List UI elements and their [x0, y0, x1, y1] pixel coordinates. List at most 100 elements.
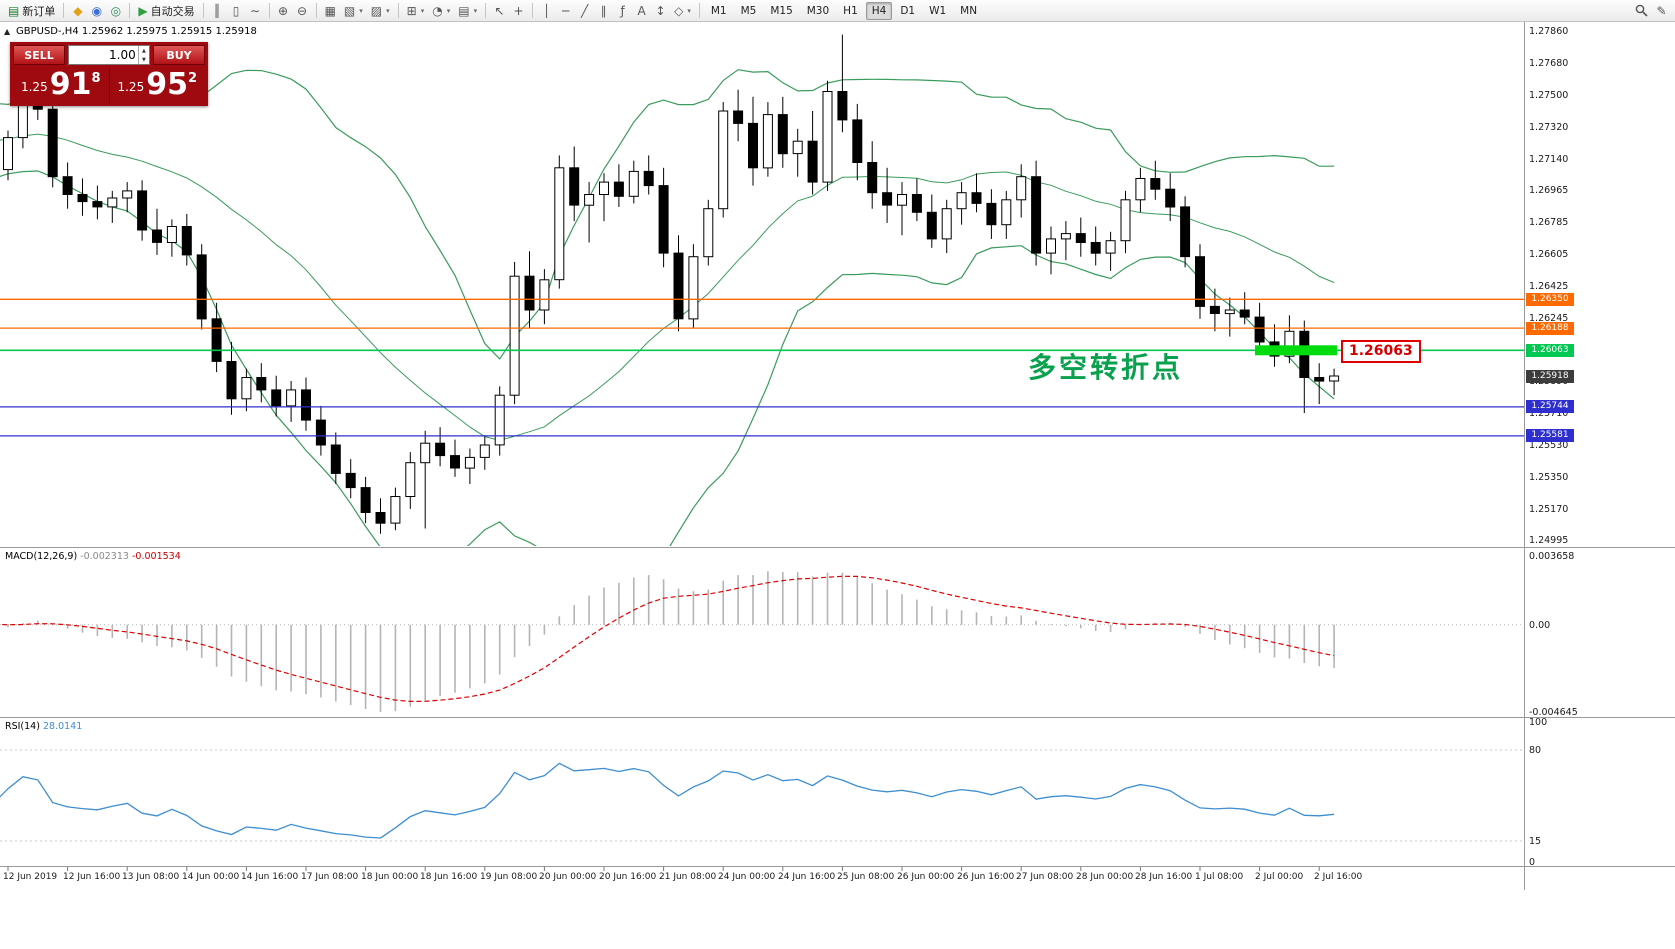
text-icon: A — [637, 3, 646, 18]
toolbar-separator — [485, 3, 487, 18]
one-click-trade-panel: SELL ▲ ▼ BUY 1.25 91 8 1.25 95 2 — [10, 42, 208, 106]
time-axis-label: 24 Jun 00:00 — [718, 872, 776, 882]
bull-candle — [1046, 238, 1056, 254]
bull-candle — [718, 110, 729, 210]
candlestick-chart-button[interactable]: ▯ — [227, 1, 246, 20]
bull-candle — [941, 208, 952, 240]
bull-candle — [897, 194, 907, 206]
tile-windows-icon: ▦ — [324, 3, 336, 18]
bear-candle — [1209, 305, 1220, 314]
data-window-button[interactable]: ◎ — [106, 1, 125, 20]
crosshair-icon: + — [513, 3, 524, 18]
bear-candle — [330, 444, 341, 474]
timeframe-D1[interactable]: D1 — [900, 4, 916, 17]
timeframe-M5[interactable]: M5 — [740, 4, 757, 17]
rsi-layer[interactable] — [0, 749, 1524, 842]
bear-candle — [226, 361, 237, 400]
chart-title: GBPUSD-,H4 1.25962 1.25975 1.25915 1.259… — [16, 26, 257, 37]
chart-title-text: GBPUSD-,H4 1.25962 1.25975 1.25915 1.259… — [16, 26, 257, 37]
toolbar-right-group: ✎ — [1631, 1, 1671, 20]
timeframe-M15[interactable]: M15 — [770, 4, 793, 17]
bar-chart-button[interactable]: ║ — [208, 1, 227, 20]
bull-candle — [599, 181, 609, 196]
new-chart-button[interactable]: ▧ ▾ — [340, 1, 367, 20]
channel-button[interactable]: ∥ — [594, 1, 613, 20]
market-watch-button[interactable]: ◉ — [87, 1, 106, 20]
bear-candle — [837, 91, 848, 121]
indicators-button[interactable]: ⊞ ▾ — [403, 1, 429, 20]
price-axis-label: 1.25350 — [1529, 472, 1569, 483]
macd-axis-label: 0.00 — [1529, 620, 1551, 631]
price-axis-label: 1.26245 — [1529, 313, 1569, 324]
line-chart-button[interactable]: ∼ — [246, 1, 265, 20]
sell-price-button[interactable]: 1.25 91 8 — [13, 68, 109, 103]
buy-price-button[interactable]: 1.25 95 2 — [108, 68, 206, 103]
trendline-button[interactable]: ╱ — [575, 1, 594, 20]
bear-candle — [345, 472, 356, 489]
bear-candle — [643, 170, 654, 187]
bear-candle — [181, 226, 192, 256]
edit-button[interactable]: ✎ — [1652, 1, 1671, 20]
bull-candle — [584, 194, 595, 206]
favorites-icon: ◆ — [73, 3, 83, 18]
timeframe-H4[interactable]: H4 — [865, 1, 893, 20]
autotrading-icon: ▶ — [138, 3, 148, 18]
bear-candle — [1180, 206, 1191, 258]
new-order-button[interactable]: ▤ 新订单 — [4, 1, 59, 20]
panel-collapse-arrow[interactable]: ▲ — [4, 27, 11, 36]
timeframe-M1[interactable]: M1 — [710, 4, 727, 17]
bull-candle — [1135, 178, 1146, 201]
bull-candle — [241, 377, 252, 400]
volume-input[interactable] — [69, 46, 138, 64]
zoom-out-button[interactable]: ⊖ — [293, 1, 312, 20]
tile-windows-button[interactable]: ▦ — [321, 1, 340, 20]
macd-value-signal: -0.001534 — [131, 551, 181, 562]
cursor-button[interactable]: ↖ — [490, 1, 509, 20]
volume-stepper[interactable]: ▲ ▼ — [137, 46, 149, 64]
rsi-name: RSI(14) — [5, 721, 40, 732]
autotrading-button[interactable]: ▶ 自动交易 — [134, 1, 198, 20]
fibonacci-button[interactable]: ƒ — [613, 1, 632, 20]
profiles-button[interactable]: ▨ ▾ — [367, 1, 394, 20]
text-button[interactable]: A — [632, 1, 651, 20]
bull-candle — [1329, 375, 1340, 382]
horizontal-line-button[interactable]: ─ — [556, 1, 575, 20]
timeframe-W1[interactable]: W1 — [929, 4, 947, 17]
arrows-button[interactable]: ↕ — [651, 1, 670, 20]
price-axis-label: 1.26605 — [1529, 249, 1569, 260]
buy-button[interactable]: BUY — [153, 45, 205, 65]
bull-candle — [554, 167, 565, 281]
timeframe-MN[interactable]: MN — [960, 4, 978, 17]
toolbar-separator — [63, 3, 65, 18]
bull-candle — [1060, 233, 1071, 240]
volume-down-icon[interactable]: ▼ — [141, 56, 146, 63]
timeframe-M30[interactable]: M30 — [806, 4, 830, 17]
bear-candle — [256, 377, 267, 391]
time-axis-label: 28 Jun 00:00 — [1076, 872, 1134, 882]
templates-button[interactable]: ▤ ▾ — [454, 1, 481, 20]
bar-chart-icon: ║ — [213, 3, 221, 18]
bear-candle — [926, 211, 937, 240]
bear-candle — [196, 254, 207, 320]
macd-layer[interactable] — [0, 571, 1524, 712]
volume-up-icon[interactable]: ▲ — [141, 47, 146, 54]
crosshair-button[interactable]: + — [509, 1, 528, 20]
time-axis-label: 20 Jun 00:00 — [539, 872, 597, 882]
bear-candle — [911, 194, 922, 213]
periods-button[interactable]: ◔ ▾ — [428, 1, 454, 20]
main-chart-layer[interactable] — [0, 34, 1524, 600]
autotrading-button-label: 自动交易 — [150, 4, 195, 18]
zoom-in-button[interactable]: ⊕ — [274, 1, 293, 20]
favorites-button[interactable]: ◆ — [68, 1, 87, 20]
timeframe-H1[interactable]: H1 — [843, 4, 858, 17]
shapes-button[interactable]: ◇ ▾ — [670, 1, 695, 20]
sell-button[interactable]: SELL — [13, 45, 65, 65]
new-order-icon: ▤ — [8, 3, 20, 18]
bear-candle — [211, 318, 222, 362]
time-axis-label: 14 Jun 16:00 — [241, 872, 299, 882]
bear-candle — [852, 119, 863, 163]
search-button[interactable] — [1631, 1, 1652, 20]
vertical-line-button[interactable]: │ — [537, 1, 556, 20]
